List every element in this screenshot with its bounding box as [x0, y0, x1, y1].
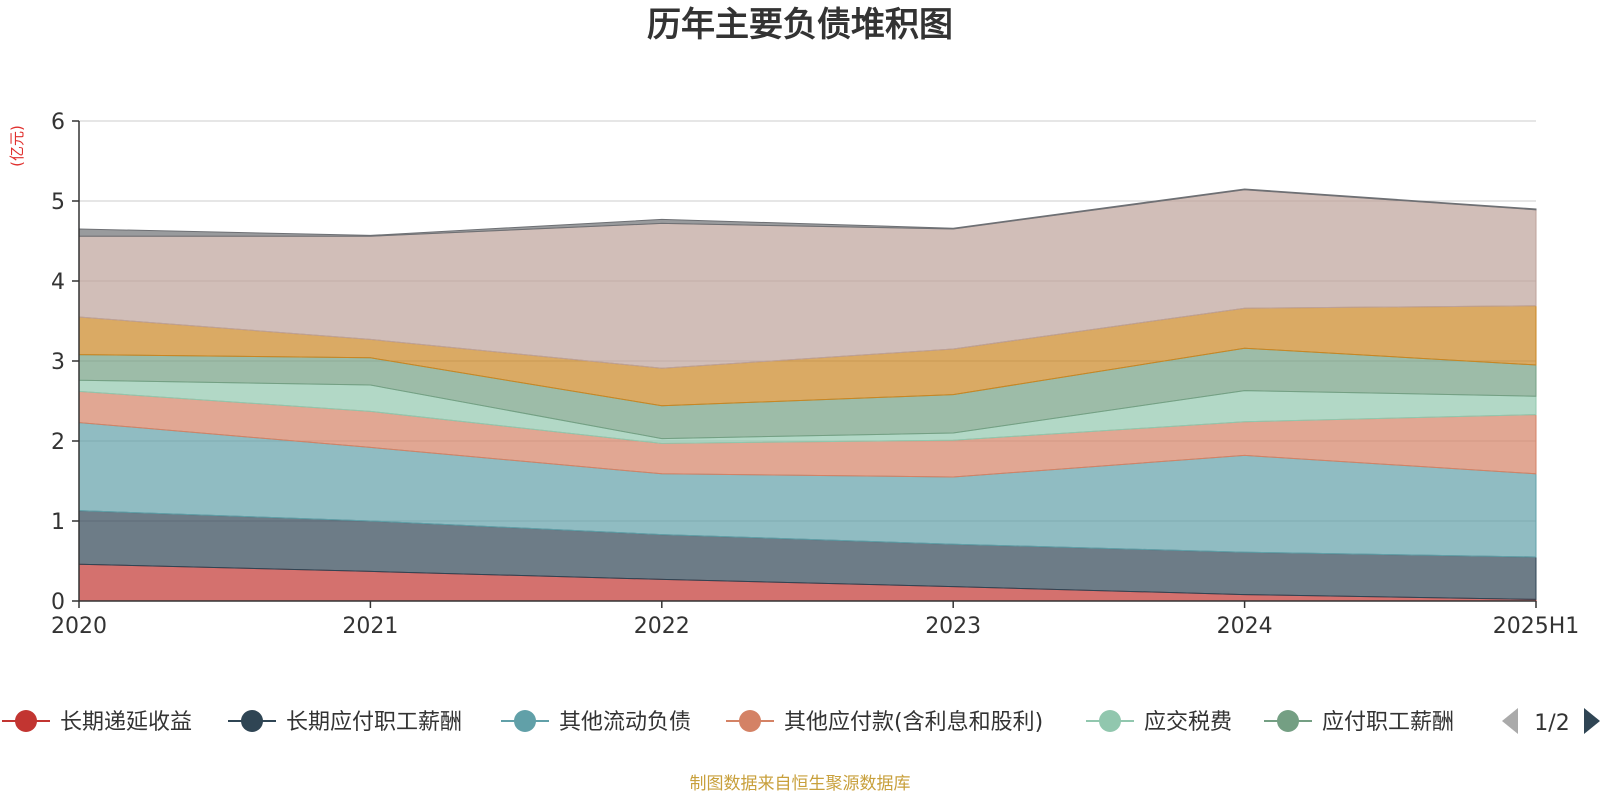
y-axis-unit: (亿元): [8, 125, 26, 167]
legend-item[interactable]: 长期应付职工薪酬: [228, 710, 462, 735]
legend-item[interactable]: 其他流动负债: [501, 710, 691, 735]
area-series-group: [78, 188, 1537, 602]
x-tick-label: 2022: [634, 614, 690, 639]
legend-pager: 1/2: [1502, 708, 1600, 736]
legend-label: 长期应付职工薪酬: [286, 710, 462, 735]
legend-marker: [1277, 710, 1299, 732]
legend-item[interactable]: 其他应付款(含利息和股利): [726, 710, 1043, 735]
y-tick-label: 0: [51, 590, 65, 615]
x-tick-label: 2025H1: [1493, 614, 1580, 639]
legend: 长期递延收益 长期应付职工薪酬 其他流动负债 其他应付款(含利息和股利) 应交税费 应付职…: [2, 710, 1454, 735]
legend-label: 其他应付款(含利息和股利): [784, 710, 1043, 735]
legend-marker: [1099, 710, 1121, 732]
legend-item[interactable]: 应付职工薪酬: [1264, 710, 1454, 735]
legend-item[interactable]: 长期递延收益: [2, 710, 192, 735]
prev-page-icon[interactable]: [1502, 708, 1518, 734]
y-tick-label: 4: [51, 270, 65, 295]
x-tick-label: 2023: [925, 614, 981, 639]
area-series-9: [78, 188, 1537, 237]
x-tick-label: 2024: [1217, 614, 1273, 639]
x-tick-label: 2021: [342, 614, 398, 639]
chart-title: 历年主要负债堆积图: [647, 5, 953, 45]
legend-item[interactable]: 应交税费: [1086, 710, 1232, 735]
axes: 0 1 2 3 4 5 6 2020 2021 2022 2023 2024 2025H1: [51, 110, 1579, 639]
next-page-icon[interactable]: [1584, 708, 1600, 734]
legend-marker: [241, 710, 263, 732]
legend-label: 其他流动负债: [559, 710, 691, 735]
x-tick-label: 2020: [51, 614, 107, 639]
legend-label: 长期递延收益: [60, 710, 192, 735]
legend-label: 应交税费: [1144, 710, 1232, 735]
legend-marker: [15, 710, 37, 732]
legend-marker: [514, 710, 536, 732]
legend-label: 应付职工薪酬: [1322, 710, 1454, 735]
y-tick-label: 6: [51, 110, 65, 135]
y-tick-label: 3: [51, 350, 65, 375]
y-tick-label: 2: [51, 430, 65, 455]
y-tick-label: 5: [51, 190, 65, 215]
y-tick-label: 1: [51, 510, 65, 535]
legend-page-indicator: 1/2: [1534, 711, 1569, 736]
legend-marker: [739, 710, 761, 732]
data-source-note: 制图数据来自恒生聚源数据库: [690, 774, 911, 794]
